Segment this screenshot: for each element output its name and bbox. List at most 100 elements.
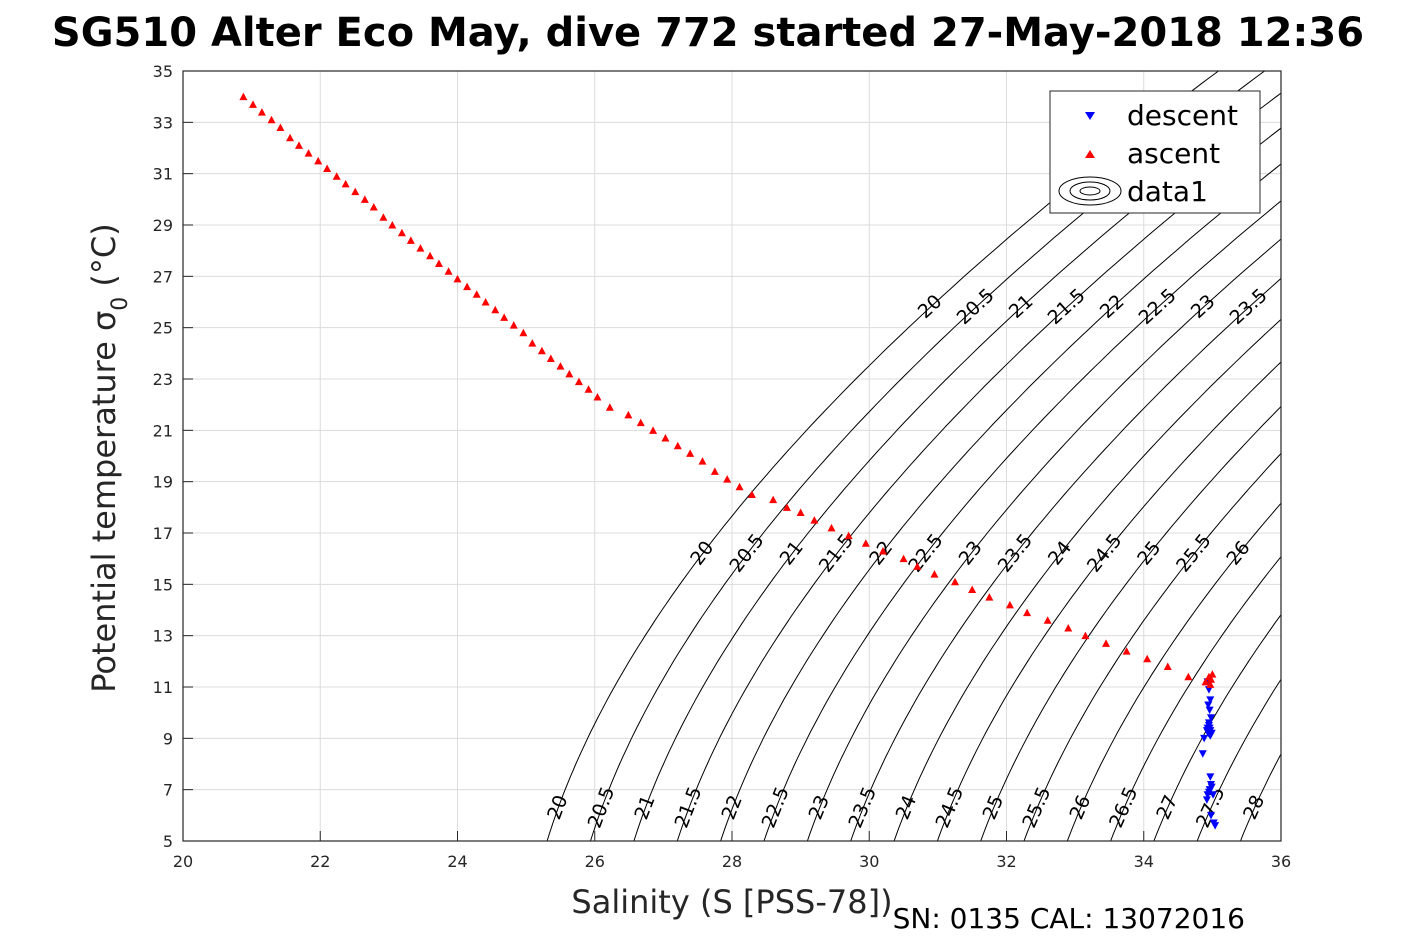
ascent-point	[810, 516, 819, 524]
ascent-point	[1122, 647, 1131, 655]
ascent-point	[796, 508, 805, 516]
ascent-point	[314, 156, 323, 165]
ascent-point	[1102, 639, 1111, 647]
ascent-point	[556, 362, 565, 370]
legend-descent-label: descent	[1127, 99, 1238, 132]
ascent-point	[351, 187, 360, 196]
data-points	[239, 92, 1220, 830]
descent-point	[1200, 734, 1209, 743]
ascent-point	[537, 346, 546, 355]
x-tick-label: 26	[585, 852, 605, 871]
ascent-point	[985, 593, 994, 601]
x-tick-label: 34	[1134, 852, 1154, 871]
ascent-point	[723, 475, 732, 483]
descent-point	[1198, 750, 1207, 758]
legend-data1-label: data1	[1127, 175, 1208, 208]
descent-point	[1207, 811, 1216, 820]
legend-descent-marker	[1085, 112, 1095, 120]
y-ticks: 5 7 9 11 13 15 17 19 21 23 25 27 29 31 33 35	[153, 62, 193, 851]
ascent-point	[341, 179, 350, 188]
y-axis-label-subscript: 0	[108, 297, 133, 311]
ascent-point	[1081, 631, 1090, 640]
y-tick-label: 15	[153, 575, 173, 594]
y-tick-label: 11	[153, 678, 173, 697]
ascent-point	[899, 554, 908, 563]
density-contour	[850, 277, 1281, 841]
y-tick-label: 27	[153, 267, 173, 286]
ascent-point	[673, 441, 682, 450]
density-contour	[980, 405, 1281, 841]
descent-point	[1202, 727, 1211, 735]
ascent-point	[1207, 675, 1216, 683]
ascent-point	[491, 305, 500, 314]
descent-point	[1202, 796, 1211, 804]
ascent-point	[360, 195, 369, 203]
y-axis-label-unit: (°C)	[85, 223, 123, 286]
ascent-point	[276, 123, 285, 131]
ascent-point	[782, 503, 791, 511]
ascent-point	[397, 228, 406, 237]
y-tick-label: 21	[153, 421, 173, 440]
y-tick-label: 9	[163, 729, 173, 748]
ascent-point	[686, 449, 695, 457]
descent-point	[1207, 714, 1216, 722]
ascent-point	[1023, 608, 1032, 617]
ascent-point	[416, 244, 425, 252]
ascent-point	[294, 141, 303, 149]
ascent-point	[286, 133, 295, 142]
x-tick-label: 24	[447, 852, 467, 871]
y-tick-label: 29	[153, 216, 173, 235]
ascent-point	[528, 339, 537, 347]
density-contour	[1110, 555, 1281, 841]
ascent-point	[1184, 672, 1193, 681]
x-ticks: 20 22 24 26 28 30 32 34 36	[173, 831, 1291, 871]
ascent-point	[481, 298, 490, 306]
ascent-point	[453, 274, 462, 283]
ascent-point	[1208, 670, 1217, 678]
descent-point	[1204, 722, 1213, 730]
ascent-point	[710, 467, 719, 475]
ascent-point	[388, 221, 397, 229]
density-contour	[1153, 613, 1281, 841]
y-tick-label: 35	[153, 62, 173, 81]
ascent-point	[509, 321, 518, 329]
ascent-point	[827, 523, 836, 532]
legend-contour-icon	[1058, 176, 1122, 206]
ascent-point	[930, 570, 939, 578]
y-tick-label: 31	[153, 165, 173, 184]
descent-point	[1204, 686, 1213, 694]
ascent-point	[878, 546, 887, 555]
density-contour	[806, 238, 1281, 841]
ascent-point	[1163, 662, 1172, 670]
ascent-point	[574, 377, 583, 386]
series-descent	[1198, 678, 1220, 830]
ascent-point	[735, 482, 744, 491]
ascent-point	[323, 164, 332, 173]
ascent-point	[1005, 600, 1014, 609]
ascent-point	[1064, 623, 1073, 632]
ascent-point	[444, 267, 453, 275]
density-contour	[763, 200, 1281, 841]
ascent-point	[584, 385, 593, 393]
density-contour	[936, 361, 1281, 841]
descent-point	[1204, 788, 1213, 797]
descent-point	[1204, 701, 1213, 709]
y-tick-label: 25	[153, 319, 173, 338]
ascent-point	[769, 495, 778, 504]
y-tick-label: 23	[153, 370, 173, 389]
ascent-point	[636, 418, 645, 427]
series-ascent	[239, 92, 1217, 688]
ascent-point	[257, 108, 266, 116]
density-contour	[1066, 502, 1281, 841]
x-tick-label: 28	[722, 852, 742, 871]
ascent-point	[426, 251, 435, 260]
ascent-point	[1201, 677, 1210, 686]
footer-serial-cal: SN: 0135 CAL: 13072016	[893, 902, 1245, 935]
svg-text:Potential temperature σ0 (°C): Potential temperature σ0 (°C)	[85, 223, 133, 692]
ascent-point	[844, 531, 853, 540]
ascent-point	[661, 434, 670, 442]
y-axis-label-main: Potential temperature σ	[85, 311, 123, 693]
descent-point	[1207, 783, 1216, 792]
ascent-point	[379, 213, 388, 221]
y-tick-label: 5	[163, 832, 173, 851]
